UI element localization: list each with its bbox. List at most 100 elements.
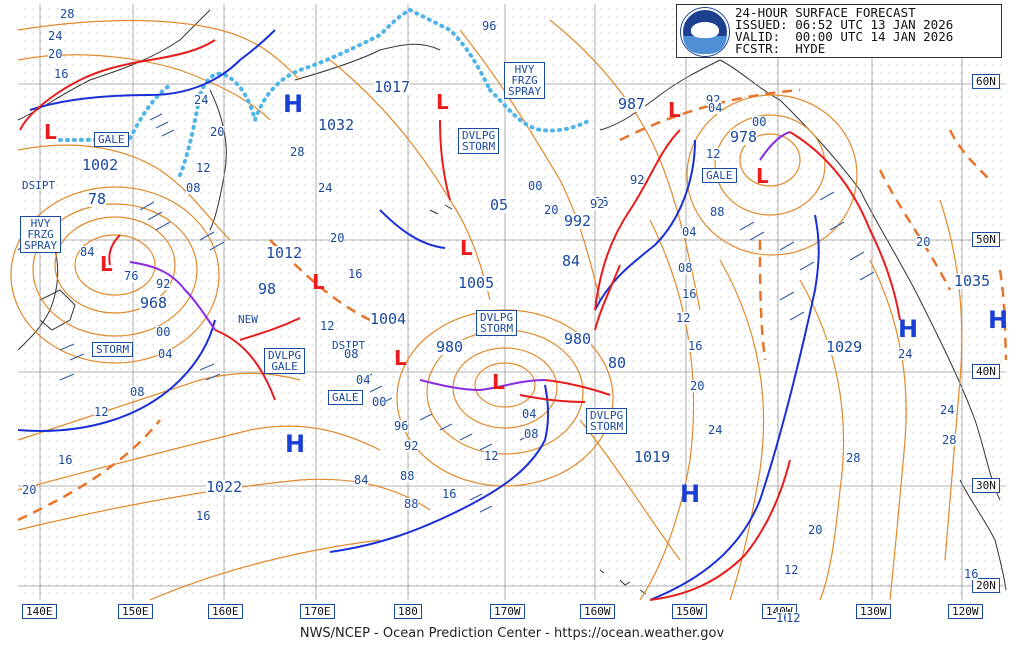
noaa-logo: [681, 8, 729, 56]
low-pressure-center: L: [394, 346, 407, 370]
occluded-front-alaska: [759, 131, 791, 161]
longitude-label: 120W: [948, 604, 983, 619]
central-pressure-label: 992: [564, 212, 592, 230]
warning-label: HVY FRZG SPRAY: [20, 216, 62, 253]
isobar-value-label: 04: [158, 347, 173, 361]
central-pressure-label: 1002: [82, 156, 119, 174]
isobar-value-label: 20: [330, 231, 345, 245]
header-issued: ISSUED: 06:52 UTC 13 JAN 2026: [735, 17, 954, 32]
low-pressure-center: L: [756, 164, 769, 188]
isobar-value-label: 12: [484, 449, 499, 463]
troughs: [17, 88, 1008, 522]
status-label: NEW: [238, 313, 258, 326]
isobar-value-label: 24: [318, 181, 333, 195]
isobar-value-label: 96: [394, 419, 409, 433]
isobar-value-label: 16: [682, 287, 697, 301]
central-pressure-label: 980: [564, 330, 592, 348]
isobar-value-label: 08: [344, 347, 359, 361]
forecast-header: 24-HOUR SURFACE FORECAST ISSUED: 06:52 UT…: [676, 4, 1002, 58]
isobar-value-label: 16: [442, 487, 457, 501]
latitude-label: 50N: [972, 232, 1000, 247]
isobar-value-label: 28: [290, 145, 305, 159]
latitude-label: 20N: [972, 578, 1000, 593]
warning-label: DVLPG STORM: [586, 408, 628, 434]
isobar-value-label: 24: [194, 93, 209, 107]
central-pressure-label: 78: [88, 190, 107, 208]
central-pressure-label: 1005: [458, 274, 495, 292]
warning-label: HVY FRZG SPRAY: [504, 62, 546, 99]
isobar-value-label: 08: [130, 385, 145, 399]
isobar-value-label: 04: [522, 407, 537, 421]
coastlines: [17, 9, 1007, 595]
warning-label: DVLPG GALE: [264, 348, 306, 374]
central-pressure-label: 1017: [374, 78, 411, 96]
warm-front-west: [214, 329, 276, 401]
isobar-value-label: 92: [404, 439, 419, 453]
warning-label: GALE: [702, 168, 737, 183]
isobar-value-label: 20: [808, 523, 823, 537]
low-pressure-center: L: [100, 252, 113, 276]
isobar-value-label: 20: [22, 483, 37, 497]
isobar-value-label: 04: [708, 101, 723, 115]
isobar-value-label: 12: [94, 405, 109, 419]
central-pressure-label: 1032: [318, 116, 355, 134]
isobar-value-label: 00: [752, 115, 767, 129]
warm-front-east: [649, 459, 791, 601]
central-pressure-label: 84: [562, 252, 581, 270]
warning-label: STORM: [92, 342, 134, 357]
isobar-value-label: 24: [940, 403, 955, 417]
isobar-value-label: 20: [48, 47, 63, 61]
central-pressure-label: 1019: [634, 448, 671, 466]
isobar-value-label: 28: [60, 7, 75, 21]
isobar-value-label: 92: [630, 173, 645, 187]
isobar-value-label: 20: [210, 125, 225, 139]
isobar-value-label: 92: [590, 197, 605, 211]
header-title: 24-HOUR SURFACE FORECAST: [735, 5, 916, 20]
central-pressure-label: 98: [258, 280, 277, 298]
footer-credit: NWS/NCEP - Ocean Prediction Center - htt…: [299, 626, 725, 641]
header-forecaster: FCSTR: HYDE: [735, 41, 826, 56]
central-pressure-label: 1035: [954, 272, 991, 290]
warning-label: GALE: [94, 132, 129, 147]
central-pressure-label: 1022: [206, 478, 243, 496]
cold-front-west: [17, 319, 216, 432]
isobar-value-label: 00: [372, 395, 387, 409]
isobar-value-label: 16: [54, 67, 69, 81]
isobar-value-label: 20: [690, 379, 705, 393]
header-text: 24-HOUR SURFACE FORECAST ISSUED: 06:52 UT…: [735, 5, 954, 56]
central-pressure-label: 1012: [266, 244, 303, 262]
isobar-value-label: 08: [524, 427, 539, 441]
warm-front-northeast: [594, 129, 681, 311]
isobar-value-label: 04: [356, 373, 371, 387]
isobar-value-label: 12: [676, 311, 691, 325]
low-pressure-center: L: [312, 270, 325, 294]
isobar-value-label: 04: [682, 225, 697, 239]
isobar-value-label: 08: [678, 261, 693, 275]
isobar-value-label: 12: [706, 147, 721, 161]
high-pressure-center: H: [898, 315, 919, 343]
cold-front-east: [649, 214, 820, 601]
header-valid: VALID: 00:00 UTC 14 JAN 2026: [735, 29, 954, 44]
central-pressure-label: 980: [436, 338, 464, 356]
ice-edge: [58, 8, 592, 177]
cold-front-central: [329, 384, 549, 553]
latitude-label: 30N: [972, 478, 1000, 493]
cold-front-upper: [379, 209, 446, 249]
low-pressure-center: L: [460, 236, 473, 260]
isobar-value-label: 16: [688, 339, 703, 353]
warning-label: DVLPG STORM: [458, 128, 500, 154]
occluded-front-west: [129, 261, 216, 331]
longitude-label: 170W: [490, 604, 525, 619]
longitude-label: 180: [394, 604, 422, 619]
central-pressure-label: 968: [140, 294, 168, 312]
isobar-value-label: 12: [784, 563, 799, 577]
isobar-value-label: 92: [156, 277, 171, 291]
central-pressure-label: 978: [730, 128, 758, 146]
isobar-value-label: 16: [58, 453, 73, 467]
low-pressure-center: L: [668, 98, 681, 122]
low-pressure-center: L: [44, 120, 57, 144]
isobar-value-label: 12: [320, 319, 335, 333]
longitude-label: 170E: [300, 604, 335, 619]
longitude-label: 160E: [208, 604, 243, 619]
